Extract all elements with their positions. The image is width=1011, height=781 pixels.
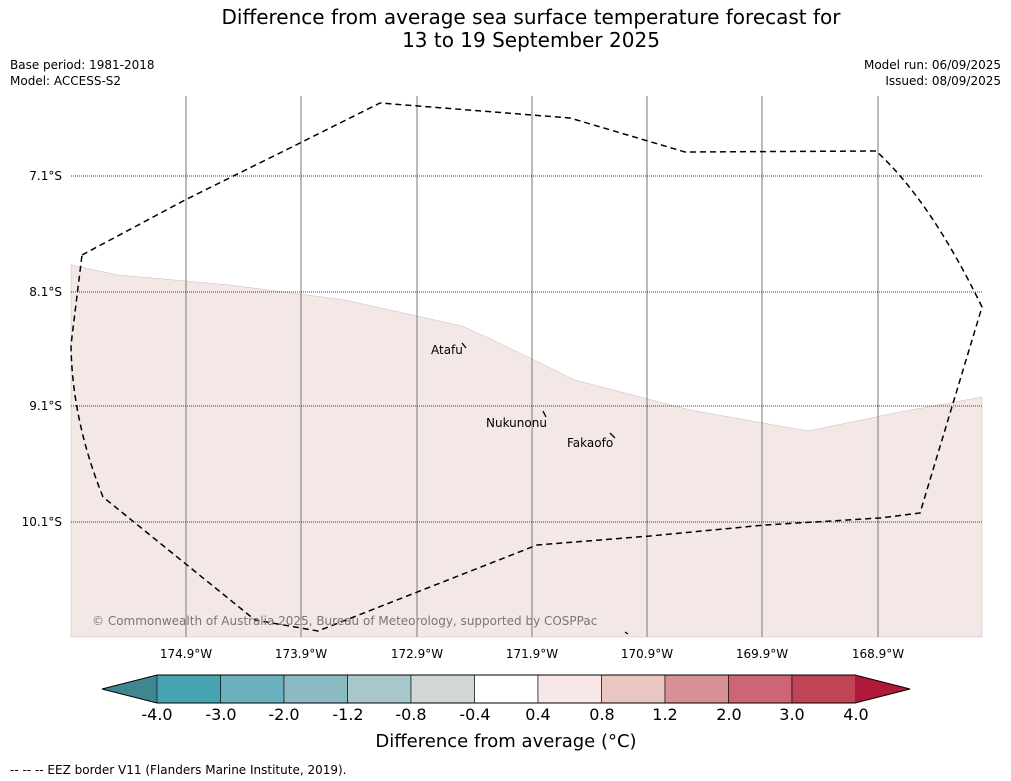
eez-legend-note: -- -- -- EEZ border V11 (Flanders Marine… xyxy=(10,763,347,777)
islands xyxy=(461,342,629,635)
colorbar-tick: 0.4 xyxy=(525,705,551,724)
lat-label-8-1: 8.1°S xyxy=(29,285,62,299)
colorbar-segment xyxy=(410,674,475,704)
colorbar-tick: -0.8 xyxy=(395,705,427,724)
lon-label-174-9: 174.9°W xyxy=(159,647,213,661)
map-title: Difference from average sea surface temp… xyxy=(0,6,1011,52)
lat-label-7-1: 7.1°S xyxy=(29,169,62,183)
issued-date: Issued: 08/09/2025 xyxy=(885,74,1001,88)
lon-label-170-9: 170.9°W xyxy=(620,647,674,661)
lat-label-9-1: 9.1°S xyxy=(29,399,62,413)
colorbar-extend-low xyxy=(102,675,157,703)
colorbar-segment xyxy=(537,674,602,704)
atafu-island-icon xyxy=(461,342,467,349)
colorbar-segment xyxy=(220,674,285,704)
lat-label-10-1: 10.1°S xyxy=(21,515,62,529)
colorbar-tick: -4.0 xyxy=(141,705,173,724)
anomaly-field xyxy=(70,264,983,638)
colorbar-segment xyxy=(347,674,412,704)
colorbar-tick: -3.0 xyxy=(205,705,237,724)
colorbar-segment xyxy=(474,674,539,704)
colorbar-segment xyxy=(791,674,856,704)
model-run: Model run: 06/09/2025 xyxy=(863,58,1001,72)
meridian-lines xyxy=(185,96,879,637)
colorbar-outline xyxy=(101,674,911,704)
nukunonu-island-icon xyxy=(542,410,547,418)
place-label-fakaofo: Fakaofo xyxy=(567,436,614,450)
colorbar-tick: -0.4 xyxy=(459,705,491,724)
colorbar-extend-high xyxy=(855,675,910,703)
lon-label-168-9: 168.9°W xyxy=(851,647,905,661)
colorbar-tick: 2.0 xyxy=(716,705,742,724)
copyright-notice: © Commonwealth of Australia 2025, Bureau… xyxy=(92,614,598,628)
lon-label-173-9: 173.9°W xyxy=(274,647,328,661)
fakaofo-island-icon xyxy=(609,432,616,439)
eez-border xyxy=(70,102,983,632)
colorbar-segments xyxy=(156,674,856,704)
colorbar-segment xyxy=(156,674,221,704)
lon-label-171-9: 171.9°W xyxy=(505,647,559,661)
colorbar-tick: 3.0 xyxy=(779,705,805,724)
colorbar-tick: -1.2 xyxy=(332,705,364,724)
colorbar-segment xyxy=(664,674,729,704)
colorbar-tick: 4.0 xyxy=(843,705,869,724)
colorbar xyxy=(101,674,911,704)
model-name: Model: ACCESS-S2 xyxy=(10,74,122,88)
map-title-line1: Difference from average sea surface temp… xyxy=(221,5,841,29)
meta-left: Base period: 1981-2018 Model: ACCESS-S2 xyxy=(10,57,155,89)
map-title-line2: 13 to 19 September 2025 xyxy=(402,28,660,52)
meta-right: Model run: 06/09/2025 Issued: 08/09/2025 xyxy=(864,57,1001,89)
lon-label-172-9: 172.9°W xyxy=(390,647,444,661)
colorbar-tick: -2.0 xyxy=(268,705,300,724)
colorbar-segment xyxy=(601,674,666,704)
place-label-atafu: Atafu xyxy=(431,343,463,357)
lon-label-169-9: 169.9°W xyxy=(735,647,789,661)
colorbar-segment xyxy=(728,674,793,704)
colorbar-segment xyxy=(283,674,348,704)
colorbar-tick: 0.8 xyxy=(589,705,615,724)
base-period: Base period: 1981-2018 xyxy=(10,58,155,72)
colorbar-tick: 1.2 xyxy=(652,705,678,724)
colorbar-label: Difference from average (°C) xyxy=(375,731,637,752)
small-islet-icon xyxy=(624,631,629,635)
place-label-nukunonu: Nukunonu xyxy=(486,416,547,430)
